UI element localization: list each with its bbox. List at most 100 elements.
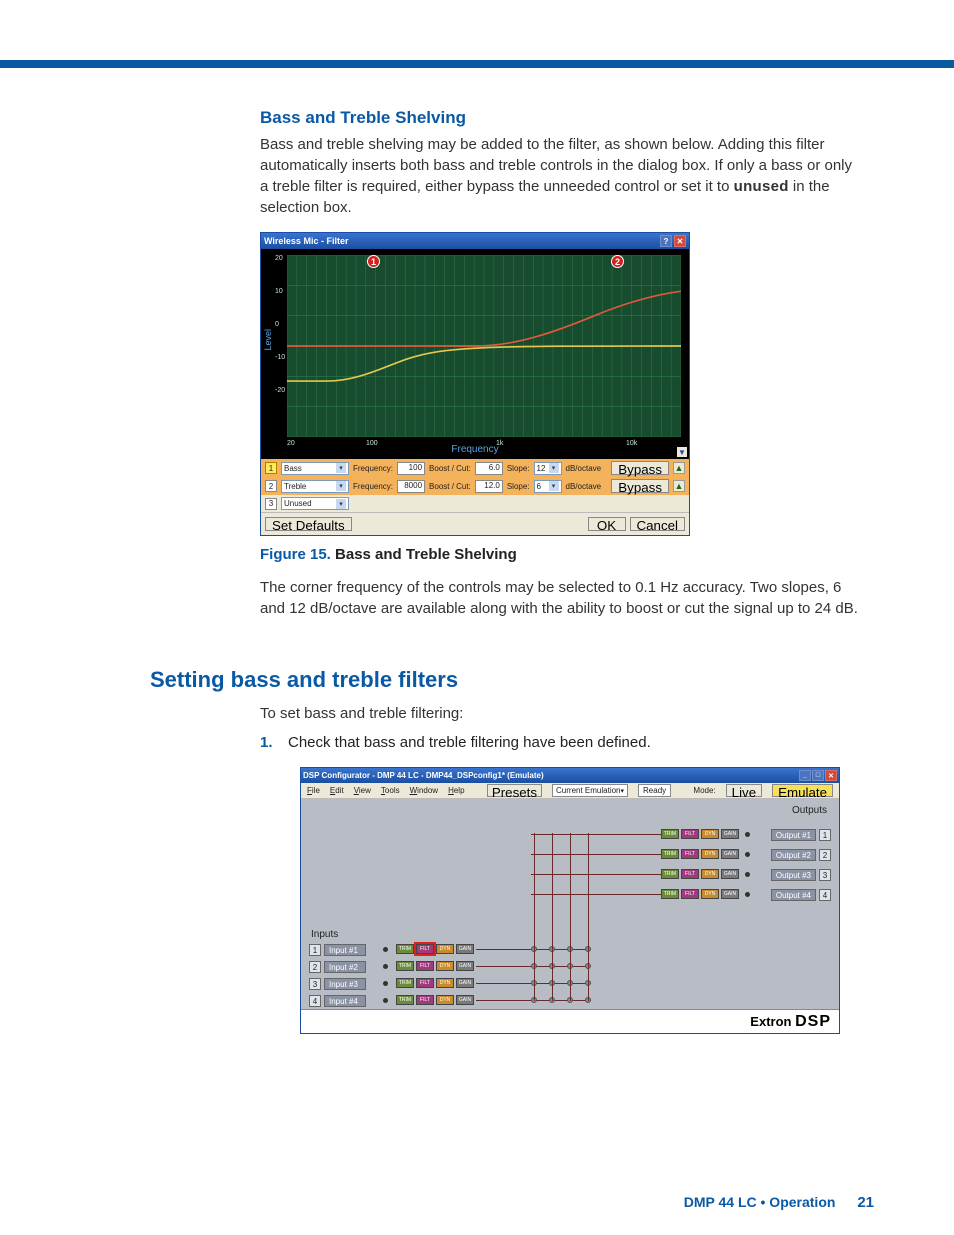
brand-dsp: DSP [795, 1013, 831, 1030]
bypass-button[interactable]: Bypass [611, 479, 669, 493]
output-block-filt[interactable]: FILT [681, 849, 699, 859]
menu-edit[interactable]: Edit [330, 786, 344, 795]
wire [531, 894, 661, 895]
output-block-trim[interactable]: TRIM [661, 849, 679, 859]
menu-tools[interactable]: Tools [381, 786, 400, 795]
output-label[interactable]: Output #4 [771, 889, 816, 901]
menu-window[interactable]: Window [410, 786, 438, 795]
input-label[interactable]: Input #1 [324, 944, 366, 956]
menu-file[interactable]: File [307, 786, 320, 795]
up-arrow-icon[interactable]: ▲ [673, 462, 685, 474]
mode-emulate-button[interactable]: Emulate [772, 784, 833, 797]
input-block-trim[interactable]: TRIM [396, 995, 414, 1005]
input-block-trim[interactable]: TRIM [396, 961, 414, 971]
output-block-dyn[interactable]: DYN [701, 869, 719, 879]
wire [531, 834, 661, 835]
input-block-dyn[interactable]: DYN [436, 944, 454, 954]
output-block-dyn[interactable]: DYN [701, 889, 719, 899]
output-label[interactable]: Output #3 [771, 869, 816, 881]
input-label[interactable]: Input #4 [324, 995, 366, 1007]
output-block-dyn[interactable]: DYN [701, 829, 719, 839]
input-block-filt[interactable]: FILT [416, 944, 434, 954]
output-block-trim[interactable]: TRIM [661, 889, 679, 899]
input-block-filt[interactable]: FILT [416, 995, 434, 1005]
slope-unit: dB/octave [566, 482, 602, 491]
bass-treble-heading: Bass and Treble Shelving [260, 108, 860, 128]
output-block-gain[interactable]: GAIN [721, 829, 739, 839]
menu-help[interactable]: Help [448, 786, 464, 795]
mode-live-button[interactable]: Live [726, 784, 762, 797]
output-block-trim[interactable]: TRIM [661, 829, 679, 839]
ok-button[interactable]: OK [588, 517, 626, 531]
input-block-dyn[interactable]: DYN [436, 961, 454, 971]
presets-select-value: Current Emulation [556, 786, 620, 795]
bypass-button[interactable]: Bypass [611, 461, 669, 475]
boost-input[interactable]: 12.0 [475, 480, 503, 493]
help-button[interactable]: ? [660, 235, 672, 247]
filter-type-select[interactable]: Unused▾ [281, 497, 349, 510]
output-block-gain[interactable]: GAIN [721, 889, 739, 899]
input-label[interactable]: Input #2 [324, 961, 366, 973]
chart-dropdown-icon[interactable]: ▼ [677, 447, 687, 457]
setting-filters-heading: Setting bass and treble filters [150, 667, 860, 693]
page-content: Bass and Treble Shelving Bass and treble… [260, 108, 860, 1034]
input-block-filt[interactable]: FILT [416, 961, 434, 971]
step-1-num: 1. [260, 734, 278, 751]
input-block-dyn[interactable]: DYN [436, 995, 454, 1005]
wire [531, 874, 661, 875]
input-block-gain[interactable]: GAIN [456, 978, 474, 988]
dsp-titlebar[interactable]: DSP Configurator - DMP 44 LC - DMP44_DSP… [301, 768, 839, 783]
output-block-filt[interactable]: FILT [681, 869, 699, 879]
input-block-trim[interactable]: TRIM [396, 978, 414, 988]
filter-window-titlebar[interactable]: Wireless Mic - Filter ? ✕ [261, 233, 689, 249]
slope-label: Slope: [507, 482, 530, 491]
maximize-icon[interactable]: □ [812, 770, 824, 781]
boost-label: Boost / Cut: [429, 464, 471, 473]
up-arrow-icon[interactable]: ▲ [673, 480, 685, 492]
freq-input[interactable]: 100 [397, 462, 425, 475]
presets-select[interactable]: Current Emulation▾ [552, 784, 628, 797]
output-block-filt[interactable]: FILT [681, 829, 699, 839]
bass-treble-para1: Bass and treble shelving may be added to… [260, 134, 860, 218]
slope-select[interactable]: 6▾ [534, 480, 562, 493]
close-icon[interactable]: ✕ [825, 770, 837, 781]
menu-view[interactable]: View [354, 786, 371, 795]
output-block-gain[interactable]: GAIN [721, 849, 739, 859]
page-top-bar [0, 60, 954, 68]
output-label[interactable]: Output #2 [771, 849, 816, 861]
input-block-gain[interactable]: GAIN [456, 961, 474, 971]
input-block-gain[interactable]: GAIN [456, 944, 474, 954]
output-block-dyn[interactable]: DYN [701, 849, 719, 859]
minimize-icon[interactable]: _ [799, 770, 811, 781]
filter-footer: Set Defaults OK Cancel [261, 512, 689, 535]
boost-input[interactable]: 6.0 [475, 462, 503, 475]
input-block-dyn[interactable]: DYN [436, 978, 454, 988]
filter-type-select[interactable]: Bass▾ [281, 462, 349, 475]
outputs-label: Outputs [792, 805, 827, 816]
input-block-trim[interactable]: TRIM [396, 944, 414, 954]
wire-vertical [552, 833, 553, 1001]
wire-node [383, 964, 388, 969]
input-label[interactable]: Input #3 [324, 978, 366, 990]
output-block-trim[interactable]: TRIM [661, 869, 679, 879]
freq-input[interactable]: 8000 [397, 480, 425, 493]
slope-select[interactable]: 12▾ [534, 462, 562, 475]
setting-filters-intro: To set bass and treble filtering: [260, 703, 860, 724]
output-block-gain[interactable]: GAIN [721, 869, 739, 879]
para1-unused: unused [734, 178, 789, 195]
input-block-gain[interactable]: GAIN [456, 995, 474, 1005]
output-block-filt[interactable]: FILT [681, 889, 699, 899]
input-block-filt[interactable]: FILT [416, 978, 434, 988]
input-num-badge: 4 [309, 995, 321, 1007]
close-button[interactable]: ✕ [674, 235, 686, 247]
row-num-badge: 2 [265, 480, 277, 492]
dsp-canvas: Outputs Inputs TRIMFILTDYNGAINOutput #11… [301, 799, 839, 1009]
set-defaults-button[interactable]: Set Defaults [265, 517, 352, 531]
filter-window-title: Wireless Mic - Filter [264, 236, 348, 246]
output-label[interactable]: Output #1 [771, 829, 816, 841]
y-axis-label: Level [263, 329, 273, 351]
brand-logo: Extron DSP [750, 1013, 831, 1031]
filter-type-select[interactable]: Treble▾ [281, 480, 349, 493]
presets-button[interactable]: Presets [487, 784, 542, 797]
cancel-button[interactable]: Cancel [630, 517, 686, 531]
